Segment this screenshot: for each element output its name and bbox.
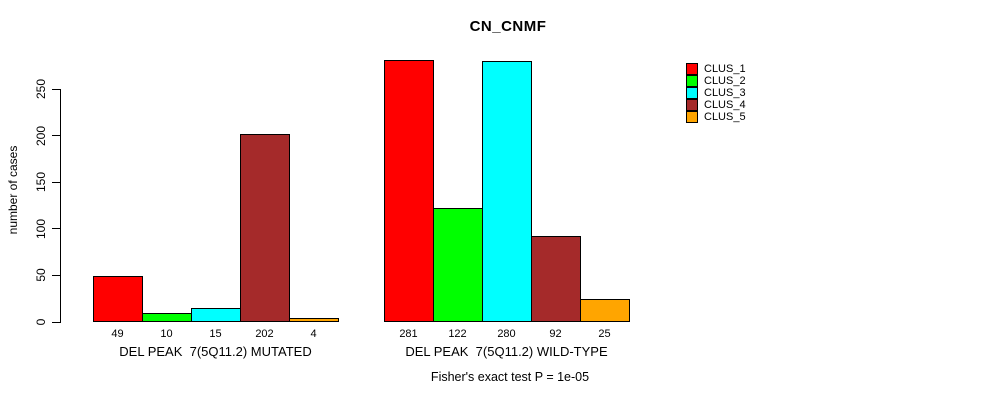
legend: CLUS_1 CLUS_2 CLUS_3 CLUS_4 CLUS_5 [686, 63, 746, 123]
bar-clus_5 [289, 318, 339, 322]
y-tick-label: 50 [34, 268, 48, 283]
y-tick-label: 200 [34, 125, 48, 146]
legend-label: CLUS_1 [704, 63, 746, 75]
y-axis-title: number of cases [6, 145, 20, 235]
bar-value-label: 281 [399, 328, 418, 340]
bar-value-label: 4 [310, 328, 317, 340]
y-tick [52, 321, 60, 323]
bar-value-label: 10 [160, 328, 173, 340]
bar-clus_2 [142, 313, 192, 322]
bar-clus_1 [93, 276, 143, 322]
legend-item: CLUS_5 [686, 111, 746, 123]
legend-item: CLUS_2 [686, 75, 746, 87]
bar-clus_5 [580, 299, 630, 322]
bar-value-label: 202 [255, 328, 274, 340]
chart-title: CN_CNMF [469, 18, 547, 35]
y-tick [52, 228, 60, 230]
y-tick [52, 181, 60, 183]
group-label-mutated: DEL PEAK 7(5Q11.2) MUTATED [119, 344, 312, 359]
y-tick [52, 274, 60, 276]
bar-clus_1 [384, 60, 434, 322]
y-tick-label: 150 [34, 172, 48, 193]
y-tick-label: 250 [34, 78, 48, 100]
bar-value-label: 280 [497, 328, 516, 340]
bar-clus_2 [433, 208, 483, 322]
legend-swatch-icon [686, 111, 698, 123]
legend-item: CLUS_4 [686, 99, 746, 111]
bar-clus_4 [240, 134, 290, 322]
legend-swatch-icon [686, 75, 698, 87]
legend-label: CLUS_5 [704, 111, 746, 123]
legend-item: CLUS_3 [686, 87, 746, 99]
bar-value-label: 49 [111, 328, 124, 340]
y-tick [52, 88, 60, 90]
bar-value-label: 122 [448, 328, 467, 340]
legend-swatch-icon [686, 87, 698, 99]
y-axis [60, 89, 61, 323]
legend-swatch-icon [686, 63, 698, 75]
bar-value-label: 92 [549, 328, 562, 340]
legend-label: CLUS_4 [704, 99, 746, 111]
legend-label: CLUS_3 [704, 87, 746, 99]
bar-clus_3 [482, 61, 532, 322]
bar-clus_4 [531, 236, 581, 322]
legend-label: CLUS_2 [704, 75, 746, 87]
y-tick-label: 0 [34, 318, 48, 326]
bar-clus_3 [191, 308, 241, 322]
bar-value-label: 25 [598, 328, 611, 340]
y-tick [52, 135, 60, 137]
y-tick-label: 100 [34, 218, 48, 239]
bar-value-label: 15 [209, 328, 222, 340]
legend-item: CLUS_1 [686, 63, 746, 75]
legend-swatch-icon [686, 99, 698, 111]
fisher-test-annotation: Fisher's exact test P = 1e-05 [430, 370, 590, 384]
group-label-wildtype: DEL PEAK 7(5Q11.2) WILD-TYPE [405, 344, 608, 359]
